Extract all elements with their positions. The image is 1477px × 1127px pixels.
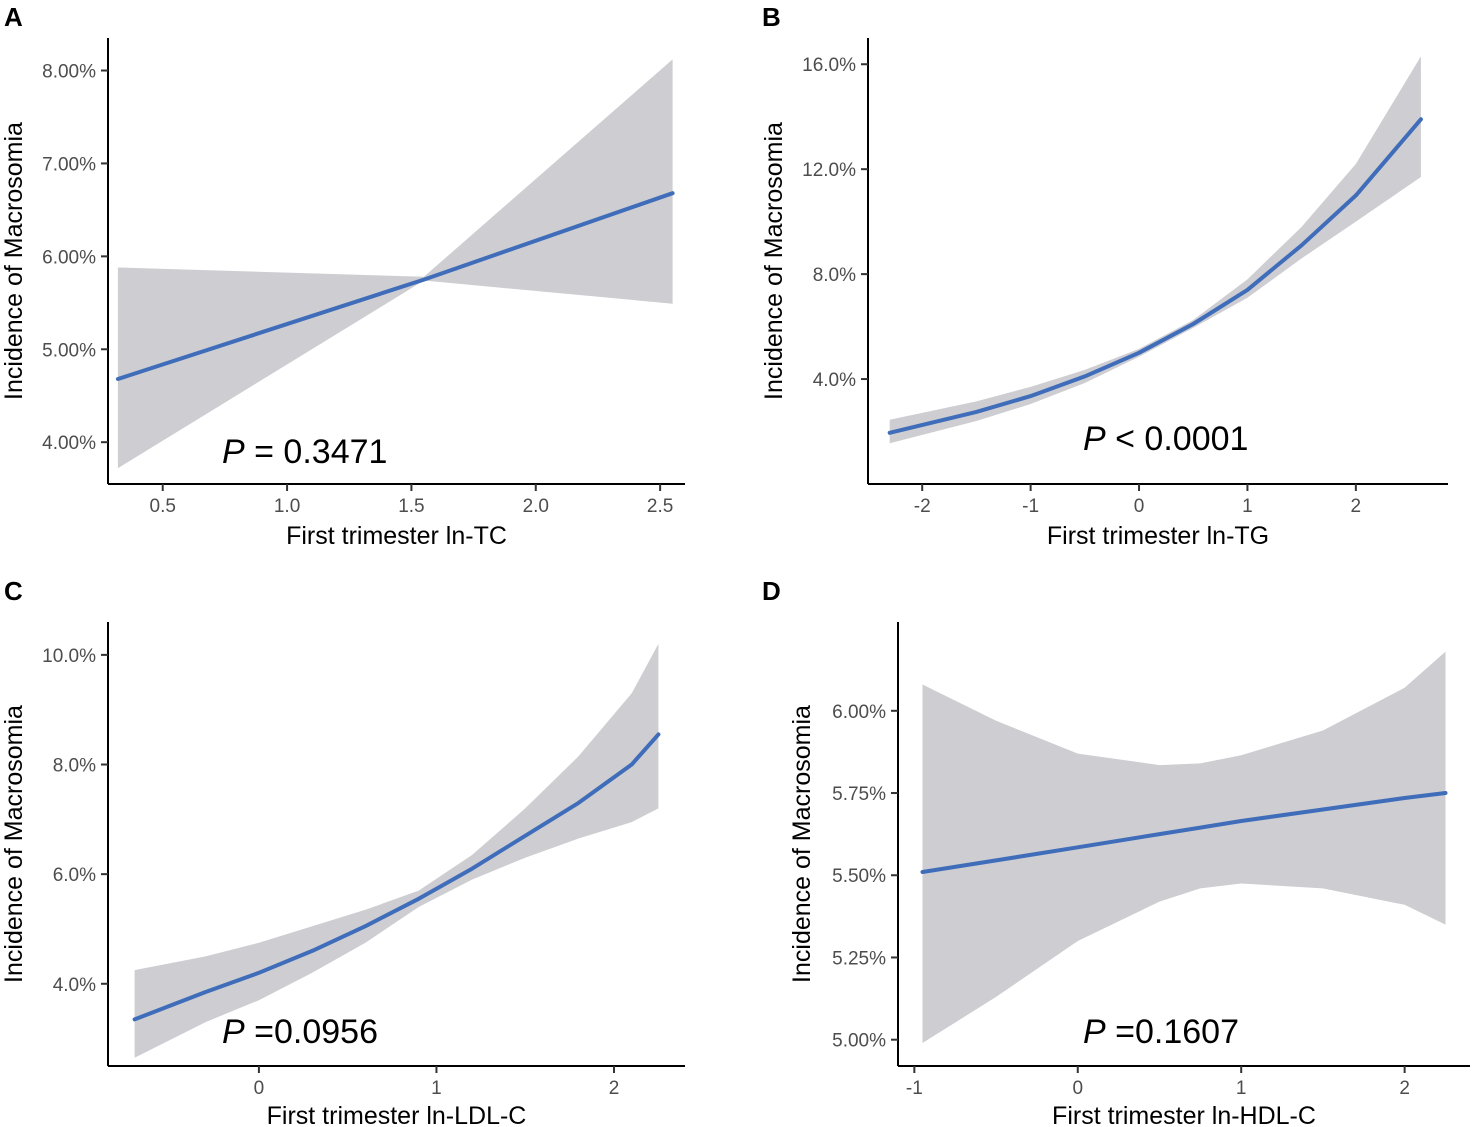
y-tick-label: 8.00% — [42, 62, 96, 83]
y-tick-label: 6.0% — [53, 865, 96, 886]
p-value-text: =0.0956 — [245, 1013, 378, 1051]
y-tick-label: 6.00% — [42, 247, 96, 268]
y-tick-label: 8.0% — [53, 756, 96, 777]
x-tick-label: 0 — [1072, 1078, 1083, 1099]
panel-c: C 0 1 2 4.0% 6.0% 8.0% 10.0% First trimester ln-… — [0, 576, 685, 1127]
confidence-band — [134, 643, 659, 1058]
x-tick-label: -1 — [906, 1078, 923, 1099]
y-tick-label: 4.0% — [53, 975, 96, 996]
y-tick-label: 4.0% — [813, 370, 856, 391]
y-tick-label: 5.25% — [832, 948, 886, 969]
panel-d: D -1 0 1 2 5.00% 5.25% 5.50% 5.75% 6.00% First tri… — [762, 576, 1470, 1127]
panel-letter: A — [4, 2, 23, 32]
p-symbol: P — [1083, 420, 1106, 458]
x-axis-title: First trimester ln-TG — [1047, 522, 1269, 550]
y-axis-title: Incidence of Macrosomia — [760, 122, 788, 400]
p-value-text: = 0.3471 — [245, 433, 388, 471]
p-symbol: P — [222, 433, 245, 471]
x-tick-label: -1 — [1022, 496, 1039, 517]
y-tick-label: 10.0% — [42, 646, 96, 667]
p-value-text: < 0.0001 — [1106, 420, 1249, 458]
x-axis-title: First trimester ln-HDL-C — [1052, 1102, 1316, 1127]
y-tick-label: 7.00% — [42, 154, 96, 175]
x-tick-label: 1 — [1242, 496, 1253, 517]
panel-letter: C — [4, 576, 23, 606]
fit-line — [132, 732, 661, 1022]
confidence-band — [117, 59, 673, 469]
x-tick-label: 1.5 — [398, 496, 424, 517]
x-tick-label: 1 — [1236, 1078, 1247, 1099]
y-tick-label: 5.50% — [832, 866, 886, 887]
p-symbol: P — [222, 1013, 245, 1051]
p-value: P = 0.3471 — [222, 433, 387, 471]
y-tick-label: 6.00% — [832, 702, 886, 723]
confidence-band — [922, 651, 1446, 1043]
p-value: P =0.1607 — [1083, 1013, 1239, 1051]
confidence-band — [889, 56, 1421, 444]
y-tick-label: 12.0% — [802, 160, 856, 181]
x-tick-label: 2 — [609, 1078, 620, 1099]
panel-a: A 0.5 1.0 1.5 2.0 2.5 4.00% 5.00% 6.00% 7.00% 8.00… — [0, 2, 685, 550]
x-axis-title: First trimester ln-TC — [286, 522, 507, 550]
y-axis-title: Incidence of Macrosomia — [788, 705, 816, 983]
x-tick-label: 2.5 — [647, 496, 673, 517]
panel-letter: B — [762, 2, 781, 32]
x-tick-label: 2.0 — [523, 496, 549, 517]
x-tick-label: 0 — [254, 1078, 265, 1099]
p-symbol: P — [1083, 1013, 1106, 1051]
x-tick-label: 1.0 — [274, 496, 300, 517]
x-tick-label: 2 — [1351, 496, 1362, 517]
y-tick-label: 16.0% — [802, 55, 856, 76]
x-tick-label: 0.5 — [150, 496, 176, 517]
panel-b: B -2 -1 0 1 2 4.0% 8.0% 12.0% 16.0% First trimeste… — [760, 2, 1448, 550]
x-tick-label: 0 — [1134, 496, 1145, 517]
panel-letter: D — [762, 576, 781, 606]
p-value-text: =0.1607 — [1106, 1013, 1239, 1051]
p-value: P =0.0956 — [222, 1013, 378, 1051]
fit-line — [887, 117, 1423, 435]
x-tick-label: 2 — [1399, 1078, 1410, 1099]
fit-line — [920, 791, 1448, 874]
y-axis-title: Incidence of Macrosomia — [0, 705, 28, 983]
y-tick-label: 5.75% — [832, 784, 886, 805]
y-tick-label: 8.0% — [813, 265, 856, 286]
x-tick-label: -2 — [914, 496, 931, 517]
x-tick-label: 1 — [431, 1078, 442, 1099]
p-value: P < 0.0001 — [1083, 420, 1248, 458]
x-axis-title: First trimester ln-LDL-C — [267, 1102, 527, 1127]
y-axis-title: Incidence of Macrosomia — [0, 122, 28, 400]
y-tick-label: 5.00% — [832, 1031, 886, 1052]
fit-line — [115, 191, 675, 381]
y-tick-label: 5.00% — [42, 340, 96, 361]
y-tick-label: 4.00% — [42, 433, 96, 454]
